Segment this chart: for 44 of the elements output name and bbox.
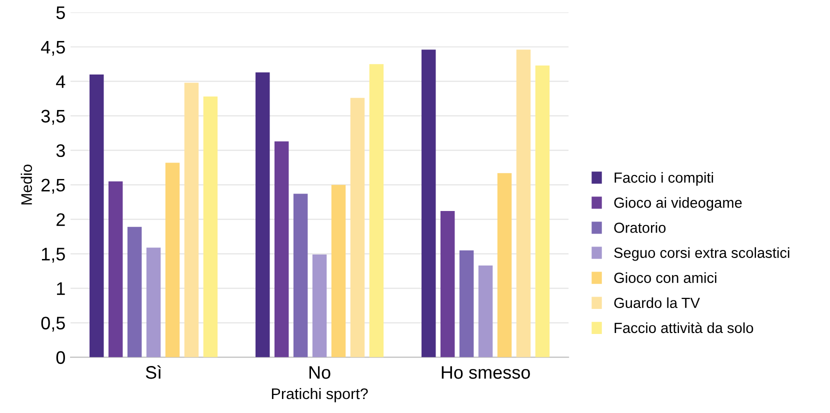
legend-label: Faccio i compiti: [614, 172, 714, 186]
x-tick-label: No: [309, 366, 330, 379]
y-tick-label: 0: [56, 351, 65, 364]
bar: [369, 64, 384, 358]
legend-label: Gioco ai videogame: [614, 197, 742, 211]
legend-label: Faccio attività da solo: [614, 322, 754, 334]
bar: [535, 66, 550, 358]
y-tick-label: 4,5: [41, 40, 65, 56]
y-tick-label: 3: [56, 144, 65, 158]
bar: [146, 248, 161, 358]
bar: [203, 96, 218, 358]
bar: [422, 50, 436, 358]
bar: [459, 250, 474, 358]
bar: [497, 173, 512, 358]
bar: [90, 74, 104, 358]
bar: [478, 266, 493, 358]
y-tick-label: 4: [56, 75, 66, 88]
legend-label: Seguo corsi extra scolastici: [614, 247, 790, 261]
bar: [256, 72, 270, 358]
y-tick-label: 2,5: [42, 178, 65, 194]
y-tick-label: 1: [57, 282, 65, 295]
bar: [350, 98, 365, 358]
x-tick-label: Sì: [146, 365, 161, 379]
bar: [312, 254, 327, 358]
y-tick-label: 5: [56, 6, 65, 20]
bar: [165, 162, 180, 358]
x-tick-label: Ho smesso: [442, 366, 530, 379]
bar: [127, 226, 142, 358]
y-tick-label: 0,5: [41, 316, 65, 332]
bar: [184, 82, 199, 358]
y-tick-label: 1,5: [42, 248, 65, 263]
legend-label: Gioco con amici: [614, 272, 716, 284]
y-axis-title: Medio: [20, 164, 32, 204]
bar: [293, 194, 308, 358]
legend-label: Guardo la TV: [614, 297, 700, 308]
bar: [331, 184, 346, 358]
legend-label: Oratorio: [614, 222, 666, 233]
bar: [516, 50, 531, 358]
bar: [274, 141, 289, 358]
bar: [440, 211, 455, 358]
y-tick-label: 2: [56, 213, 65, 226]
bar: [108, 181, 123, 358]
x-axis-title: Pratichi sport?: [272, 388, 368, 402]
y-tick-label: 3,5: [41, 110, 65, 125]
